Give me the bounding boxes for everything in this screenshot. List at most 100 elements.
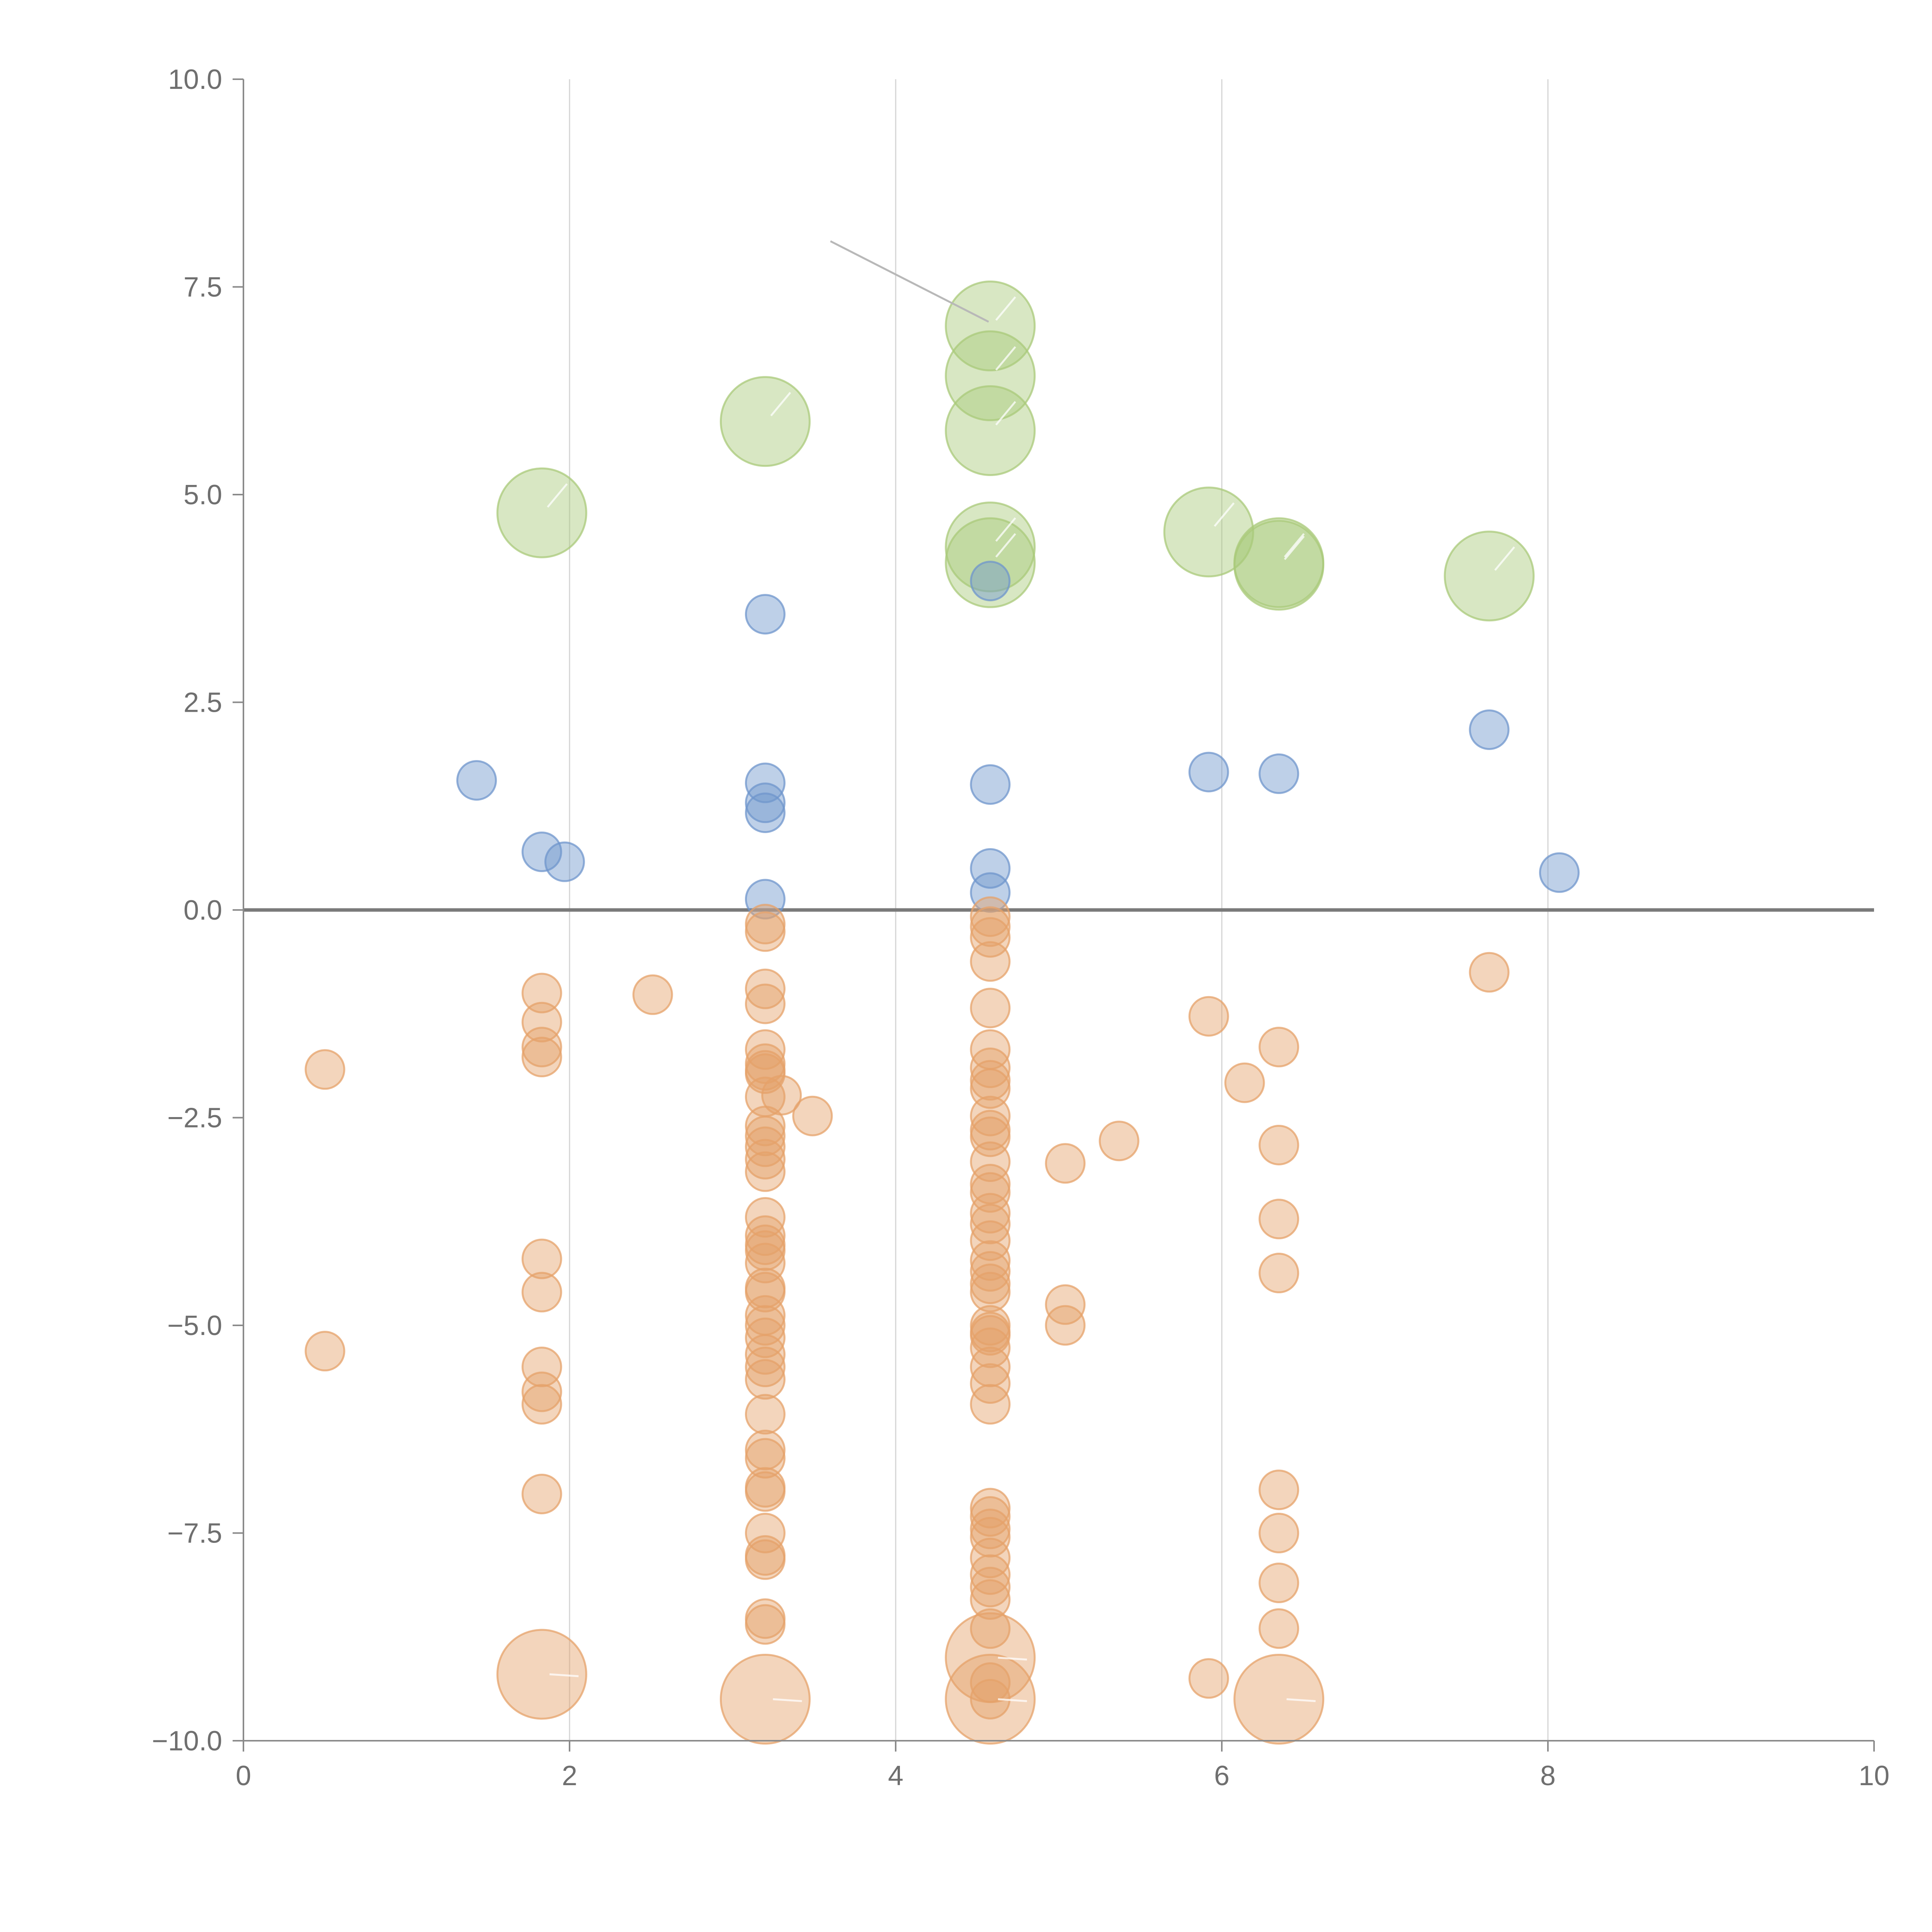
orange-point-107 — [1469, 952, 1510, 993]
orange-point-6 — [521, 1238, 562, 1279]
orange-point-38 — [745, 1347, 786, 1387]
orange-point-10 — [521, 1384, 562, 1425]
orange-point-105 — [1259, 1563, 1299, 1603]
blue-point-10 — [970, 848, 1011, 889]
orange-point-37 — [745, 1334, 786, 1375]
orange-point-83 — [970, 1509, 1011, 1549]
annotation-leaders — [547, 240, 1515, 1702]
orange-point-0 — [304, 1049, 345, 1090]
orange-point-51 — [792, 1095, 833, 1136]
orange-large-point-1 — [719, 1654, 811, 1745]
orange-point-54 — [970, 917, 1011, 958]
green-bubble-leader-10 — [1494, 546, 1515, 571]
green-bubble-leader-9 — [1284, 536, 1305, 560]
orange-point-4 — [521, 1027, 562, 1068]
green-bubble-leader-1 — [770, 392, 791, 417]
orange-point-81 — [970, 1488, 1011, 1529]
green-bubble-leader-0 — [547, 483, 568, 508]
y-tick-label-7: −7.5 — [167, 1518, 222, 1549]
green-bubble-leader-6 — [995, 533, 1016, 558]
orange-point-95 — [1099, 1121, 1139, 1162]
orange-point-97 — [1188, 1658, 1229, 1699]
orange-point-39 — [745, 1359, 786, 1400]
y-tick-label-1: 7.5 — [184, 272, 222, 303]
orange-point-52 — [970, 896, 1011, 937]
blue-point-7 — [745, 879, 786, 920]
y-tick-label-8: −10.0 — [152, 1726, 222, 1757]
orange-point-70 — [970, 1240, 1011, 1281]
orange-point-101 — [1259, 1199, 1299, 1240]
blue-point-3 — [745, 594, 786, 635]
orange-point-80 — [970, 1384, 1011, 1425]
orange-point-15 — [745, 968, 786, 1009]
orange-large-bubble-leader-1 — [773, 1698, 802, 1702]
orange-point-12 — [632, 974, 673, 1015]
orange-point-100 — [1259, 1124, 1299, 1165]
orange-point-20 — [745, 1053, 786, 1094]
orange-point-44 — [745, 1471, 786, 1512]
orange-point-78 — [970, 1347, 1011, 1387]
x-tick-label-3: 6 — [1214, 1760, 1230, 1791]
blue-point-13 — [1259, 753, 1299, 794]
orange-point-9 — [521, 1371, 562, 1412]
blue-point-5 — [745, 782, 786, 823]
orange-large-point-3 — [945, 1654, 1036, 1745]
blue-point-6 — [745, 792, 786, 833]
orange-point-35 — [745, 1305, 786, 1346]
orange-point-84 — [970, 1517, 1011, 1558]
green-point-7 — [1163, 486, 1254, 578]
orange-point-26 — [745, 1151, 786, 1192]
orange-point-47 — [745, 1539, 786, 1580]
orange-point-73 — [970, 1272, 1011, 1313]
orange-point-8 — [521, 1347, 562, 1387]
orange-large-point-0 — [496, 1629, 587, 1720]
blue-point-11 — [970, 872, 1011, 913]
orange-point-65 — [970, 1164, 1011, 1204]
blue-point-9 — [970, 764, 1011, 805]
blue-point-15 — [1539, 852, 1580, 893]
orange-point-55 — [970, 941, 1011, 982]
orange-point-30 — [745, 1230, 786, 1271]
orange-point-7 — [521, 1272, 562, 1313]
green-bubble-leader-2 — [995, 296, 1016, 321]
orange-point-41 — [745, 1430, 786, 1470]
orange-point-104 — [1259, 1513, 1299, 1553]
orange-point-17 — [745, 1029, 786, 1070]
y-tick-label-3: 2.5 — [184, 687, 222, 718]
orange-point-72 — [970, 1264, 1011, 1304]
y-tick-label-6: −5.0 — [167, 1310, 222, 1341]
data-bubbles — [304, 281, 1580, 1745]
orange-point-56 — [970, 988, 1011, 1029]
orange-point-40 — [745, 1394, 786, 1435]
green-point-3 — [945, 330, 1036, 422]
orange-point-33 — [745, 1272, 786, 1313]
y-tick-label-5: −2.5 — [167, 1103, 222, 1134]
orange-point-16 — [745, 983, 786, 1024]
orange-point-24 — [745, 1126, 786, 1167]
orange-point-99 — [1259, 1027, 1299, 1068]
y-tick-label-0: 10.0 — [168, 64, 222, 95]
orange-point-86 — [970, 1554, 1011, 1595]
orange-point-49 — [745, 1604, 786, 1645]
green-point-9 — [1233, 520, 1325, 611]
orange-point-42 — [745, 1438, 786, 1479]
orange-point-94 — [1045, 1305, 1086, 1346]
blue-point-14 — [1469, 709, 1510, 750]
orange-point-63 — [970, 1116, 1011, 1157]
orange-point-3 — [521, 1002, 562, 1043]
orange-point-64 — [970, 1141, 1011, 1182]
green-point-2 — [945, 281, 1036, 372]
orange-point-2 — [521, 973, 562, 1014]
y-tick-label-4: 0.0 — [184, 895, 222, 926]
green-bubble-leader-4 — [995, 401, 1016, 426]
orange-point-61 — [970, 1095, 1011, 1136]
orange-large-bubble-leader-0 — [549, 1673, 579, 1677]
orange-large-bubble-leader-4 — [1286, 1698, 1316, 1702]
orange-point-53 — [970, 906, 1011, 947]
green-bubble-leader-7 — [1214, 502, 1235, 527]
green-point-6 — [945, 517, 1036, 608]
y-tick-label-2: 5.0 — [184, 480, 222, 510]
orange-point-68 — [970, 1204, 1011, 1245]
